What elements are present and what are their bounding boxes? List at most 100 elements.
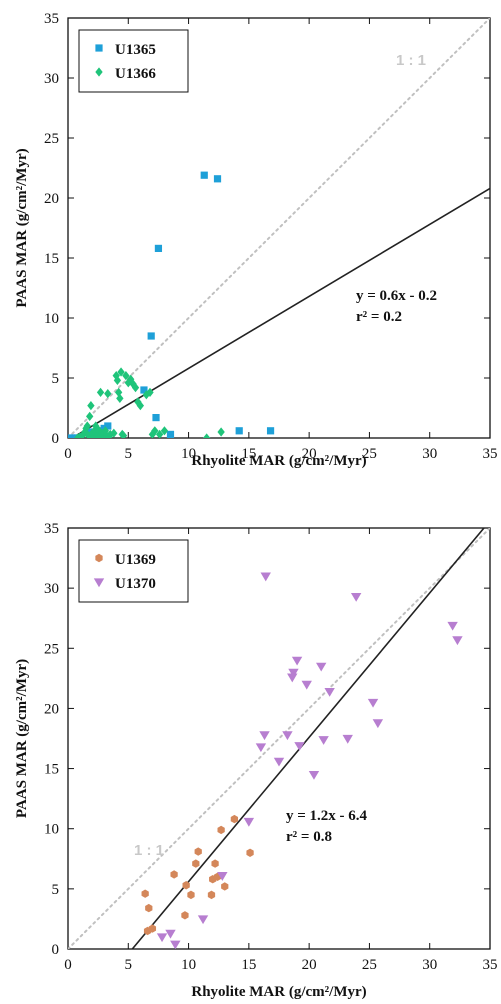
data-point-u1370 — [259, 731, 270, 741]
legend-label-u1369: U1369 — [115, 552, 156, 568]
y-tick-label: 25 — [44, 641, 59, 657]
data-point-u1370 — [308, 770, 320, 780]
data-point-u1365 — [140, 386, 148, 394]
x-tick-label: 10 — [181, 957, 196, 973]
plot-area — [68, 528, 490, 949]
x-tick-label: 20 — [302, 446, 317, 462]
legend-label-u1365: U1365 — [115, 42, 156, 58]
data-point-u1370 — [447, 621, 458, 631]
data-point-u1370 — [156, 933, 168, 943]
data-point-u1366 — [86, 411, 94, 421]
data-point-u1366 — [94, 425, 102, 435]
chart-panel-bottom: 0 5 10 15 20 25 30 35 0 5 10 15 20 25 30 35 Rhyolite MAR… — [14, 521, 498, 1000]
data-point-u1370 — [287, 673, 298, 683]
data-point-u1366 — [151, 426, 159, 436]
y-tick-label: 0 — [52, 942, 60, 958]
data-point-u1370 — [273, 757, 285, 767]
data-point-u1369 — [211, 859, 219, 868]
data-point-u1365 — [147, 332, 155, 340]
data-point-u1369 — [181, 911, 189, 920]
data-point-u1370 — [291, 656, 303, 666]
data-point-u1370 — [301, 680, 312, 690]
y-tick-label: 15 — [44, 251, 59, 267]
data-point-u1369 — [170, 870, 178, 879]
fit-r-squared: r² = 0.8 — [286, 829, 332, 845]
y-tick-label: 35 — [44, 11, 59, 27]
data-point-u1369 — [194, 847, 202, 856]
data-point-u1366 — [87, 401, 95, 411]
data-point-u1366 — [155, 429, 164, 438]
data-point-u1366 — [101, 426, 110, 436]
data-point-u1370 — [197, 915, 209, 925]
one-to-one-label: 1 : 1 — [396, 52, 426, 69]
y-tick-label: 5 — [52, 882, 60, 898]
x-tick-label: 15 — [241, 446, 256, 462]
data-point-u1370 — [165, 929, 176, 939]
data-point-u1366 — [113, 375, 122, 385]
fit-r-squared: r² = 0.2 — [356, 309, 402, 325]
regression-line — [131, 528, 485, 949]
y-tick-label: 10 — [44, 822, 59, 838]
legend-marker-u1365 — [95, 44, 103, 52]
data-point-u1365 — [70, 434, 78, 438]
data-point-u1370 — [350, 592, 362, 602]
data-point-u1370 — [282, 731, 293, 741]
x-tick-label: 10 — [181, 446, 196, 462]
legend-label-u1366: U1366 — [115, 66, 156, 82]
y-tick-label: 15 — [44, 762, 59, 778]
data-point-u1370 — [324, 687, 335, 697]
data-point-u1365 — [154, 244, 163, 252]
data-point-u1365 — [104, 422, 112, 430]
legend-marker-u1366 — [95, 67, 103, 77]
data-point-u1369 — [217, 825, 225, 835]
y-axis-label: PAAS MAR (g/cm²/Myr) — [14, 659, 30, 818]
data-point-u1370 — [452, 636, 463, 646]
data-point-u1366 — [84, 431, 93, 438]
data-point-u1370 — [372, 719, 384, 729]
one-to-one-label: 1 : 1 — [134, 842, 164, 859]
data-point-u1370 — [342, 734, 353, 744]
data-point-u1366 — [114, 387, 123, 397]
plot-area — [68, 18, 490, 438]
x-tick-label: 35 — [483, 446, 498, 462]
data-point-u1369 — [182, 881, 190, 890]
x-axis-label: Rhyolite MAR (g/cm²/Myr) — [191, 453, 366, 469]
legend-marker-u1370 — [93, 578, 105, 588]
data-point-u1366 — [122, 371, 130, 381]
data-point-u1370 — [217, 872, 228, 881]
legend-marker-u1369 — [95, 553, 103, 563]
y-tick-label: 35 — [44, 521, 59, 537]
data-point-u1370 — [294, 742, 305, 751]
plot-frame — [67, 527, 491, 950]
data-point-u1369 — [192, 859, 200, 868]
y-tick-label: 25 — [44, 131, 59, 147]
x-tick-label: 25 — [362, 957, 377, 973]
data-point-u1366 — [78, 431, 87, 438]
data-point-u1366 — [131, 383, 140, 393]
y-tick-label: 10 — [44, 311, 59, 327]
chart-panel-top: 0 5 10 15 20 25 30 35 0 5 10 15 20 25 30 35 Rhyolite MAR… — [14, 11, 498, 469]
plot-frame — [67, 17, 491, 439]
y-tick-label: 0 — [52, 431, 60, 447]
regression-line — [71, 187, 490, 438]
data-point-u1365 — [152, 414, 160, 422]
x-axis-label: Rhyolite MAR (g/cm²/Myr) — [191, 984, 366, 1000]
x-tick-label: 0 — [64, 957, 72, 973]
data-point-u1369 — [207, 890, 216, 900]
y-tick-label: 30 — [44, 71, 59, 87]
x-tick-label: 25 — [362, 446, 377, 462]
data-point-u1366 — [148, 429, 157, 438]
data-point-u1366 — [160, 426, 169, 436]
x-tick-label: 5 — [125, 446, 133, 462]
legend-box — [78, 29, 189, 93]
legend-label-u1370: U1370 — [115, 576, 156, 592]
data-point-u1365 — [166, 430, 175, 438]
data-point-u1369 — [148, 924, 157, 933]
x-tick-label: 5 — [125, 957, 133, 973]
data-point-u1370 — [255, 743, 267, 753]
data-point-u1370 — [318, 736, 329, 745]
data-point-u1366 — [104, 389, 112, 399]
x-tick-label: 0 — [64, 446, 72, 462]
data-point-u1365 — [213, 175, 222, 183]
